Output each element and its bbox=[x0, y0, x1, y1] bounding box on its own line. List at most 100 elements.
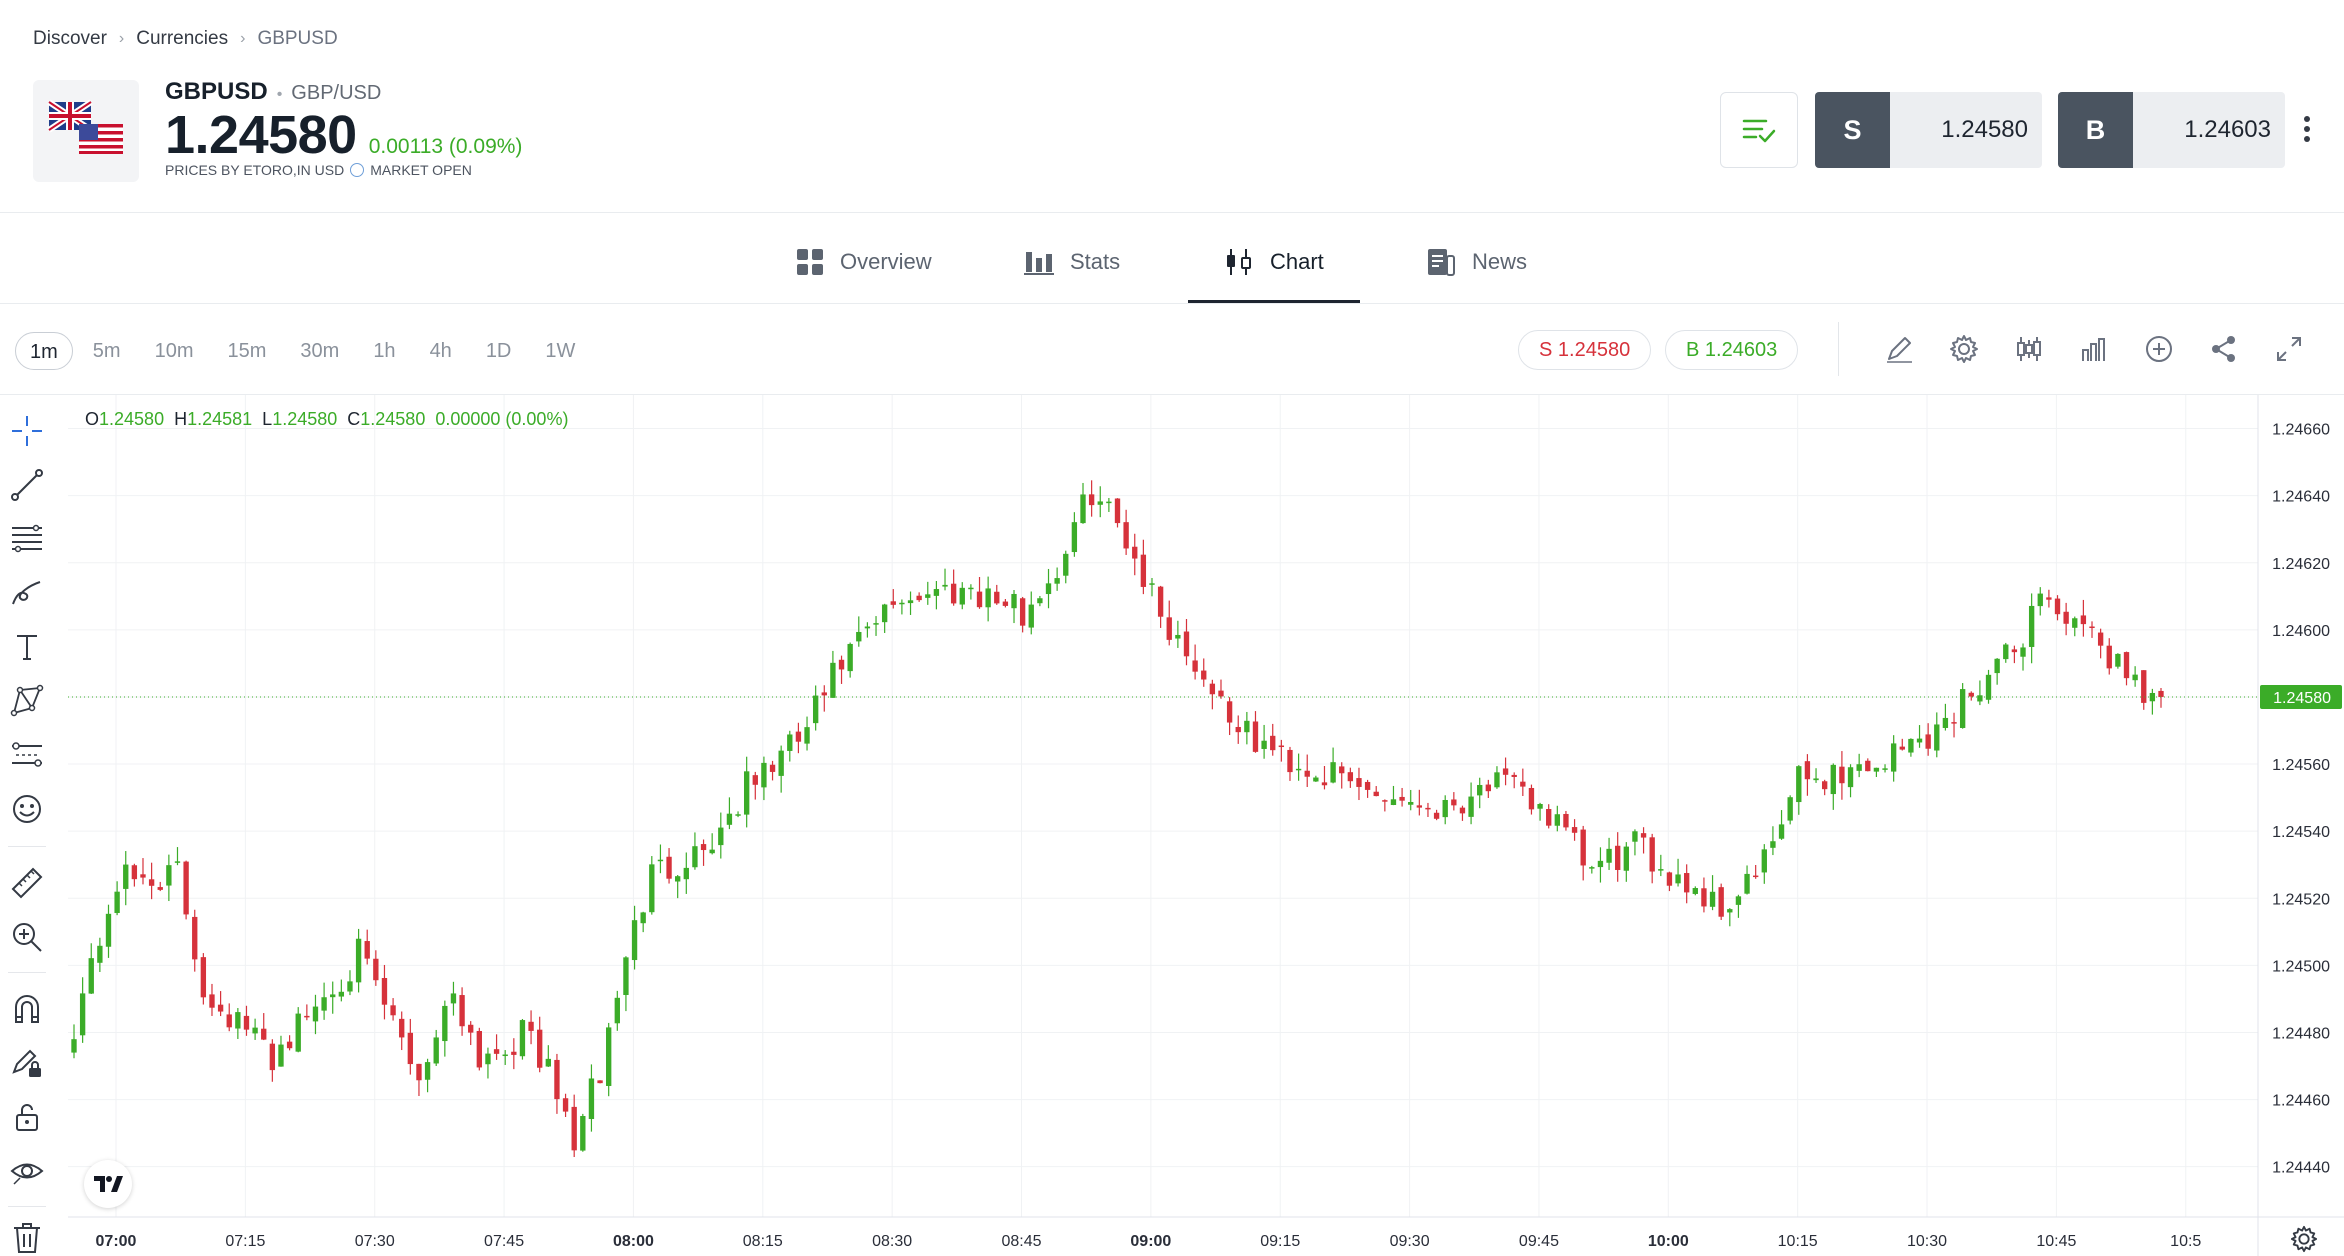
candle-body bbox=[1916, 738, 1923, 743]
draw-pencil-icon[interactable] bbox=[1880, 330, 1918, 368]
add-compare-icon[interactable] bbox=[2140, 330, 2178, 368]
unlock-icon[interactable] bbox=[8, 1098, 46, 1136]
candle-body bbox=[743, 771, 750, 815]
instrument-logo bbox=[33, 80, 139, 182]
chart-sell-button[interactable]: S 1.24580 bbox=[1518, 330, 1652, 370]
breadcrumb-currencies[interactable]: Currencies bbox=[136, 28, 229, 49]
timeframe-1d[interactable]: 1D bbox=[485, 340, 512, 362]
candle-body bbox=[657, 859, 664, 862]
settings-gear-icon[interactable] bbox=[1945, 330, 1983, 368]
candle-body bbox=[554, 1059, 560, 1100]
y-axis-tick-label: 1.24560 bbox=[2272, 757, 2330, 774]
candle-body bbox=[2106, 645, 2112, 669]
tabs-divider bbox=[0, 303, 2344, 304]
candle-body bbox=[1037, 598, 1043, 604]
candle-body bbox=[450, 993, 457, 1004]
candle-body bbox=[1520, 781, 1526, 787]
trash-icon[interactable] bbox=[8, 1218, 46, 1256]
candle-body bbox=[838, 659, 845, 670]
price-row: 1.24580 0.00113 (0.09%) bbox=[165, 104, 522, 166]
price-source: PRICES BY ETORO,IN USD bbox=[165, 162, 345, 178]
candle-body bbox=[787, 734, 793, 751]
candle-body bbox=[1770, 841, 1776, 848]
candle-body bbox=[1114, 498, 1121, 524]
pattern-tool-icon[interactable] bbox=[8, 682, 46, 720]
brush-icon[interactable] bbox=[8, 574, 46, 612]
ruler-icon[interactable] bbox=[8, 864, 46, 902]
magnet-icon[interactable] bbox=[8, 990, 46, 1028]
tab-chart[interactable]: Chart bbox=[1224, 220, 1324, 304]
tab-stats[interactable]: Stats bbox=[1024, 220, 1120, 304]
share-icon[interactable] bbox=[2205, 330, 2243, 368]
candle-body bbox=[1580, 829, 1586, 866]
breadcrumb-current: GBPUSD bbox=[257, 28, 338, 49]
candle-body bbox=[364, 941, 370, 959]
timeframe-1h[interactable]: 1h bbox=[373, 340, 396, 362]
candle-body bbox=[1787, 797, 1793, 821]
eye-visibility-icon[interactable] bbox=[8, 1152, 46, 1190]
candle-body bbox=[994, 591, 1000, 604]
emoji-icon[interactable] bbox=[8, 790, 46, 828]
candle-body bbox=[442, 1005, 448, 1042]
timeframe-1m[interactable]: 1m bbox=[15, 332, 73, 370]
lock-drawing-icon[interactable] bbox=[8, 1044, 46, 1082]
candle-body bbox=[1847, 767, 1854, 788]
chart-settings-gear-icon[interactable] bbox=[2290, 1225, 2318, 1253]
rail-divider bbox=[8, 972, 46, 973]
x-axis-tick-label: 10:30 bbox=[1907, 1233, 1947, 1250]
timeframe-4h[interactable]: 4h bbox=[429, 340, 452, 362]
candle-body bbox=[1399, 796, 1405, 801]
ohlc-legend: O 1.24580 H 1.24581 L 1.24580 C 1.24580 … bbox=[85, 409, 578, 430]
toolbar-divider bbox=[1838, 322, 1839, 376]
candle-body bbox=[2072, 618, 2078, 628]
candle-body bbox=[726, 813, 733, 825]
crosshair-icon[interactable] bbox=[8, 412, 46, 450]
candle-body bbox=[631, 920, 638, 961]
candle-body bbox=[511, 1051, 517, 1055]
candle-body bbox=[588, 1078, 595, 1120]
fullscreen-expand-icon[interactable] bbox=[2270, 330, 2308, 368]
chart-type-candles-icon[interactable] bbox=[2010, 330, 2048, 368]
prediction-tool-icon[interactable] bbox=[8, 736, 46, 774]
indicators-icon[interactable] bbox=[2075, 330, 2113, 368]
candle-body bbox=[1959, 689, 1966, 728]
timeframe-30m[interactable]: 30m bbox=[300, 340, 340, 362]
candle-body bbox=[1261, 740, 1267, 749]
chart-buy-button[interactable]: B 1.24603 bbox=[1665, 330, 1799, 370]
tradingview-logo-icon[interactable] bbox=[84, 1160, 132, 1208]
active-tab-indicator bbox=[1188, 300, 1360, 303]
zoom-in-icon[interactable] bbox=[8, 918, 46, 956]
candle-body bbox=[1753, 875, 1759, 878]
candle-body bbox=[2097, 632, 2104, 646]
candle-body bbox=[1977, 695, 1983, 702]
candle-body bbox=[1778, 824, 1785, 839]
candle-body bbox=[1890, 743, 1897, 772]
tab-stats-label: Stats bbox=[1070, 249, 1121, 274]
tab-overview[interactable]: Overview bbox=[796, 220, 932, 304]
buy-button[interactable]: B 1.24603 bbox=[2058, 92, 2285, 168]
timeframe-5m[interactable]: 5m bbox=[92, 340, 121, 362]
watchlist-button[interactable] bbox=[1720, 92, 1798, 168]
candle-body bbox=[545, 1058, 551, 1067]
candle-body bbox=[1002, 601, 1009, 606]
candle-body bbox=[623, 957, 629, 995]
candle-body bbox=[1615, 845, 1621, 870]
candle-body bbox=[424, 1062, 431, 1080]
timeframe-1w[interactable]: 1W bbox=[545, 340, 576, 362]
timeframe-10m[interactable]: 10m bbox=[154, 340, 194, 362]
price-chart[interactable]: 1.24660 1.24640 1.24620 1.24600 1.24580 1.245… bbox=[68, 395, 2344, 1256]
candle-body bbox=[968, 587, 974, 590]
fib-retracement-icon[interactable] bbox=[8, 520, 46, 558]
candle-body bbox=[1951, 722, 1957, 724]
x-axis-tick-label: 08:00 bbox=[613, 1233, 654, 1250]
more-options-icon[interactable] bbox=[2304, 116, 2312, 146]
candle-body bbox=[2011, 649, 2018, 653]
timeframe-15m[interactable]: 15m bbox=[227, 340, 267, 362]
text-tool-icon[interactable] bbox=[8, 628, 46, 666]
tab-news[interactable]: News bbox=[1426, 220, 1527, 304]
candle-body bbox=[950, 583, 957, 604]
breadcrumb-discover[interactable]: Discover bbox=[33, 28, 107, 49]
candle-body bbox=[709, 849, 715, 854]
sell-button[interactable]: S 1.24580 bbox=[1815, 92, 2042, 168]
trend-line-icon[interactable] bbox=[8, 466, 46, 504]
